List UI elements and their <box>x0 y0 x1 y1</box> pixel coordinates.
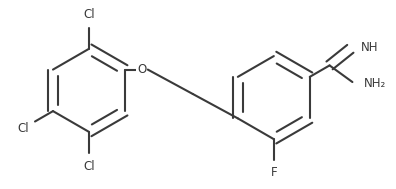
Text: NH₂: NH₂ <box>364 77 386 90</box>
Text: NH: NH <box>361 41 378 54</box>
Text: Cl: Cl <box>17 122 29 135</box>
Text: F: F <box>270 166 277 179</box>
Text: Cl: Cl <box>83 160 95 173</box>
Text: O: O <box>137 63 146 76</box>
Text: Cl: Cl <box>83 8 95 21</box>
